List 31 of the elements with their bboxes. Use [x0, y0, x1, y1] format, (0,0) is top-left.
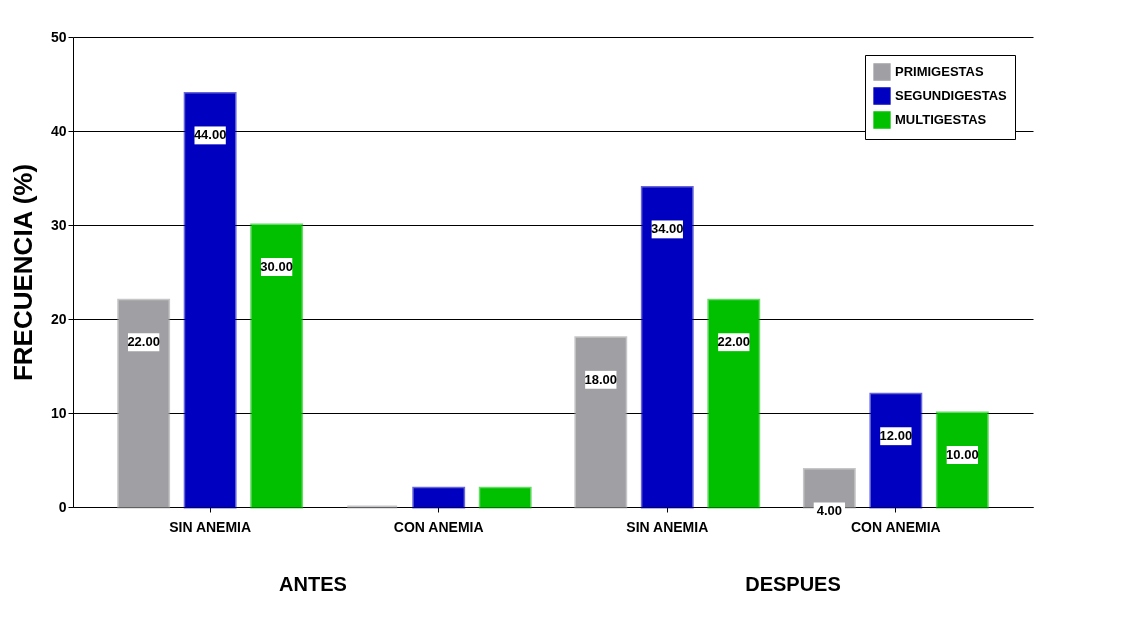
y-axis-title: FRECUENCIA (%) [7, 163, 38, 382]
bar [574, 336, 628, 509]
bar [117, 298, 171, 509]
data-label: 44.00 [193, 127, 227, 143]
y-tick-label: 30 [50, 216, 67, 233]
data-label: 22.00 [127, 334, 160, 350]
bar [250, 223, 304, 509]
data-label: 4.00 [816, 503, 843, 519]
y-tick-label: 20 [50, 310, 67, 327]
data-label: 12.00 [879, 428, 913, 444]
bar [869, 392, 923, 509]
legend-label: PRIMIGESTAS [895, 64, 984, 79]
y-tick-label: 0 [58, 498, 67, 515]
text: DESPUES [745, 573, 841, 595]
x-tick-label: SIN ANEMIA [626, 518, 709, 535]
bar [935, 411, 989, 509]
bar [707, 298, 761, 509]
text: ANTES [279, 573, 347, 595]
legend-label: SEGUNDIGESTAS [895, 88, 1008, 103]
bar [640, 185, 694, 509]
x-tick-label: SIN ANEMIA [169, 518, 252, 535]
legend-label: MULTIGESTAS [895, 112, 987, 127]
y-tick-label: 50 [50, 28, 67, 45]
bar [183, 91, 237, 509]
x-tick-label: CON ANEMIA [393, 518, 484, 535]
data-label: 18.00 [584, 371, 618, 387]
x-tick-label: CON ANEMIA [851, 518, 941, 535]
y-tick-label: 40 [50, 122, 67, 139]
bar [412, 486, 466, 509]
y-tick-label: 10 [50, 404, 67, 421]
bar [478, 486, 532, 509]
